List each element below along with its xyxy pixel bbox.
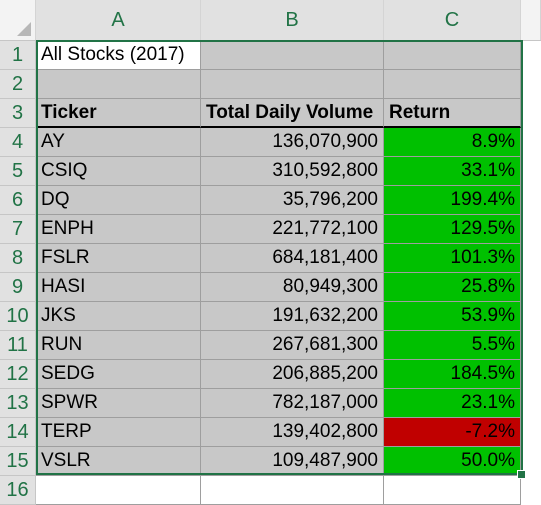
ticker-cell[interactable]: JKS xyxy=(36,302,201,331)
header-return[interactable]: Return xyxy=(384,99,521,128)
cell[interactable] xyxy=(36,70,201,99)
return-cell[interactable]: 25.8% xyxy=(384,273,521,302)
header-total-daily-volume[interactable]: Total Daily Volume xyxy=(201,99,384,128)
volume-cell[interactable]: 109,487,900 xyxy=(201,447,384,476)
column-header-a[interactable]: A xyxy=(36,0,201,40)
ticker-cell[interactable]: CSIQ xyxy=(36,157,201,186)
return-cell[interactable]: 53.9% xyxy=(384,302,521,331)
return-cell[interactable]: 50.0% xyxy=(384,447,521,476)
row-header[interactable]: 7 xyxy=(0,215,36,244)
volume-cell[interactable]: 35,796,200 xyxy=(201,186,384,215)
select-all-triangle-icon xyxy=(17,22,31,36)
volume-cell[interactable]: 684,181,400 xyxy=(201,244,384,273)
ticker-cell[interactable]: SPWR xyxy=(36,389,201,418)
row-header[interactable]: 1 xyxy=(0,41,36,70)
return-cell[interactable]: -7.2% xyxy=(384,418,521,447)
row-header[interactable]: 13 xyxy=(0,389,36,418)
row-header[interactable]: 3 xyxy=(0,99,36,128)
return-cell[interactable]: 199.4% xyxy=(384,186,521,215)
cell[interactable] xyxy=(201,70,384,99)
column-header-next[interactable] xyxy=(521,0,541,40)
fill-handle[interactable] xyxy=(517,470,526,479)
column-header-c[interactable]: C xyxy=(384,0,521,40)
row-header[interactable]: 14 xyxy=(0,418,36,447)
return-cell[interactable]: 129.5% xyxy=(384,215,521,244)
row-header[interactable]: 12 xyxy=(0,360,36,389)
volume-cell[interactable]: 191,632,200 xyxy=(201,302,384,331)
row-header[interactable]: 9 xyxy=(0,273,36,302)
ticker-cell[interactable]: VSLR xyxy=(36,447,201,476)
row-header[interactable]: 11 xyxy=(0,331,36,360)
column-header-b[interactable]: B xyxy=(201,0,384,40)
column-header-row: A B C xyxy=(0,0,541,41)
volume-cell[interactable]: 80,949,300 xyxy=(201,273,384,302)
cell[interactable] xyxy=(384,70,521,99)
return-cell[interactable]: 184.5% xyxy=(384,360,521,389)
header-ticker[interactable]: Ticker xyxy=(36,99,201,128)
return-cell[interactable]: 5.5% xyxy=(384,331,521,360)
row-header[interactable]: 8 xyxy=(0,244,36,273)
ticker-cell[interactable]: AY xyxy=(36,128,201,157)
volume-cell[interactable]: 267,681,300 xyxy=(201,331,384,360)
row-header[interactable]: 5 xyxy=(0,157,36,186)
row-header[interactable]: 4 xyxy=(0,128,36,157)
return-cell[interactable]: 33.1% xyxy=(384,157,521,186)
ticker-cell[interactable]: TERP xyxy=(36,418,201,447)
ticker-cell[interactable]: HASI xyxy=(36,273,201,302)
select-all-corner[interactable] xyxy=(0,0,36,40)
volume-cell[interactable]: 782,187,000 xyxy=(201,389,384,418)
ticker-cell[interactable]: ENPH xyxy=(36,215,201,244)
cell[interactable] xyxy=(201,41,384,70)
ticker-cell[interactable]: DQ xyxy=(36,186,201,215)
ticker-cell[interactable]: FSLR xyxy=(36,244,201,273)
ticker-cell[interactable]: SEDG xyxy=(36,360,201,389)
volume-cell[interactable]: 136,070,900 xyxy=(201,128,384,157)
return-cell[interactable]: 8.9% xyxy=(384,128,521,157)
row-header[interactable]: 10 xyxy=(0,302,36,331)
return-cell[interactable]: 101.3% xyxy=(384,244,521,273)
volume-cell[interactable]: 139,402,800 xyxy=(201,418,384,447)
return-cell[interactable]: 23.1% xyxy=(384,389,521,418)
title-cell[interactable]: All Stocks (2017) xyxy=(36,41,201,70)
volume-cell[interactable]: 310,592,800 xyxy=(201,157,384,186)
row-header[interactable]: 6 xyxy=(0,186,36,215)
row-header[interactable]: 15 xyxy=(0,447,36,476)
cell[interactable] xyxy=(384,41,521,70)
row-header[interactable]: 2 xyxy=(0,70,36,99)
ticker-cell[interactable]: RUN xyxy=(36,331,201,360)
volume-cell[interactable]: 206,885,200 xyxy=(201,360,384,389)
volume-cell[interactable]: 221,772,100 xyxy=(201,215,384,244)
